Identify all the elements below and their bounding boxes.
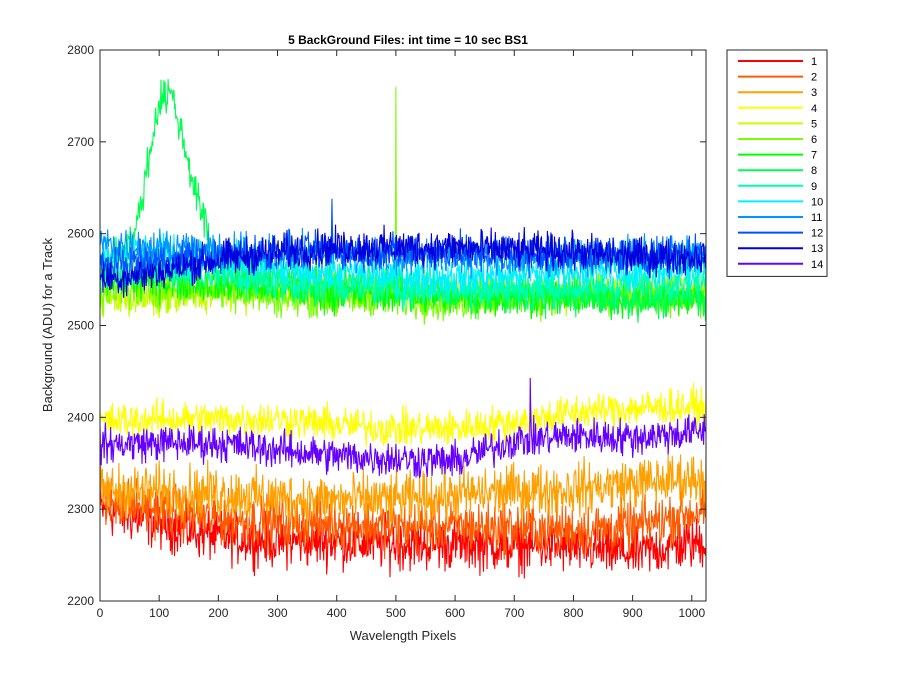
series-line-4 — [100, 382, 706, 448]
x-tick-label: 1000 — [678, 606, 705, 620]
series-line-8 — [100, 78, 706, 323]
legend-box — [726, 49, 828, 277]
plot-background — [100, 50, 706, 601]
x-tick-label: 600 — [445, 606, 465, 620]
series-line-1 — [100, 485, 706, 579]
legend-label-7: 7 — [811, 150, 817, 162]
series-line-2 — [100, 478, 706, 560]
x-tick-label: 900 — [623, 606, 643, 620]
legend-label-2: 2 — [811, 72, 817, 84]
x-tick-label: 800 — [563, 606, 583, 620]
legend-label-14: 14 — [811, 259, 823, 271]
legend-label-12: 12 — [811, 228, 823, 240]
series-line-14 — [100, 377, 706, 479]
x-tick-label: 700 — [504, 606, 524, 620]
y-tick-label: 2400 — [67, 410, 94, 424]
legend-label-13: 13 — [811, 243, 823, 255]
series-lines — [100, 78, 706, 579]
y-tick-label: 2500 — [67, 319, 94, 333]
y-tick-label: 2600 — [67, 227, 94, 241]
legend-label-1: 1 — [811, 56, 817, 68]
legend-label-10: 10 — [811, 196, 823, 208]
legend-label-8: 8 — [811, 165, 817, 177]
x-tick-label: 400 — [327, 606, 347, 620]
legend-label-4: 4 — [811, 103, 817, 115]
legend-label-5: 5 — [811, 118, 817, 130]
y-axis-label: Background (ADU) for a Track — [40, 237, 55, 412]
y-tick-label: 2300 — [67, 502, 94, 516]
series-line-13 — [100, 224, 706, 298]
plot-area — [100, 50, 706, 601]
y-tick-label: 2200 — [67, 594, 94, 608]
x-tick-label: 300 — [268, 606, 288, 620]
x-tick-label: 100 — [149, 606, 169, 620]
x-tick-label: 200 — [208, 606, 228, 620]
y-tick-label: 2700 — [67, 135, 94, 149]
legend-label-3: 3 — [811, 87, 817, 99]
legend-label-9: 9 — [811, 181, 817, 193]
x-tick-label: 0 — [97, 606, 104, 620]
y-tick-label: 2800 — [67, 43, 94, 57]
chart-title: 5 BackGround Files: int time = 10 sec BS… — [288, 33, 528, 47]
x-axis-label: Wavelength Pixels — [350, 628, 457, 643]
x-tick-label: 500 — [386, 606, 406, 620]
legend-label-6: 6 — [811, 134, 817, 146]
axes: 0 100 200 300 400 500 600 700 800 900 1000 2200 2300… — [67, 43, 707, 620]
legend-label-11: 11 — [811, 212, 822, 224]
series-line-3 — [100, 453, 706, 531]
